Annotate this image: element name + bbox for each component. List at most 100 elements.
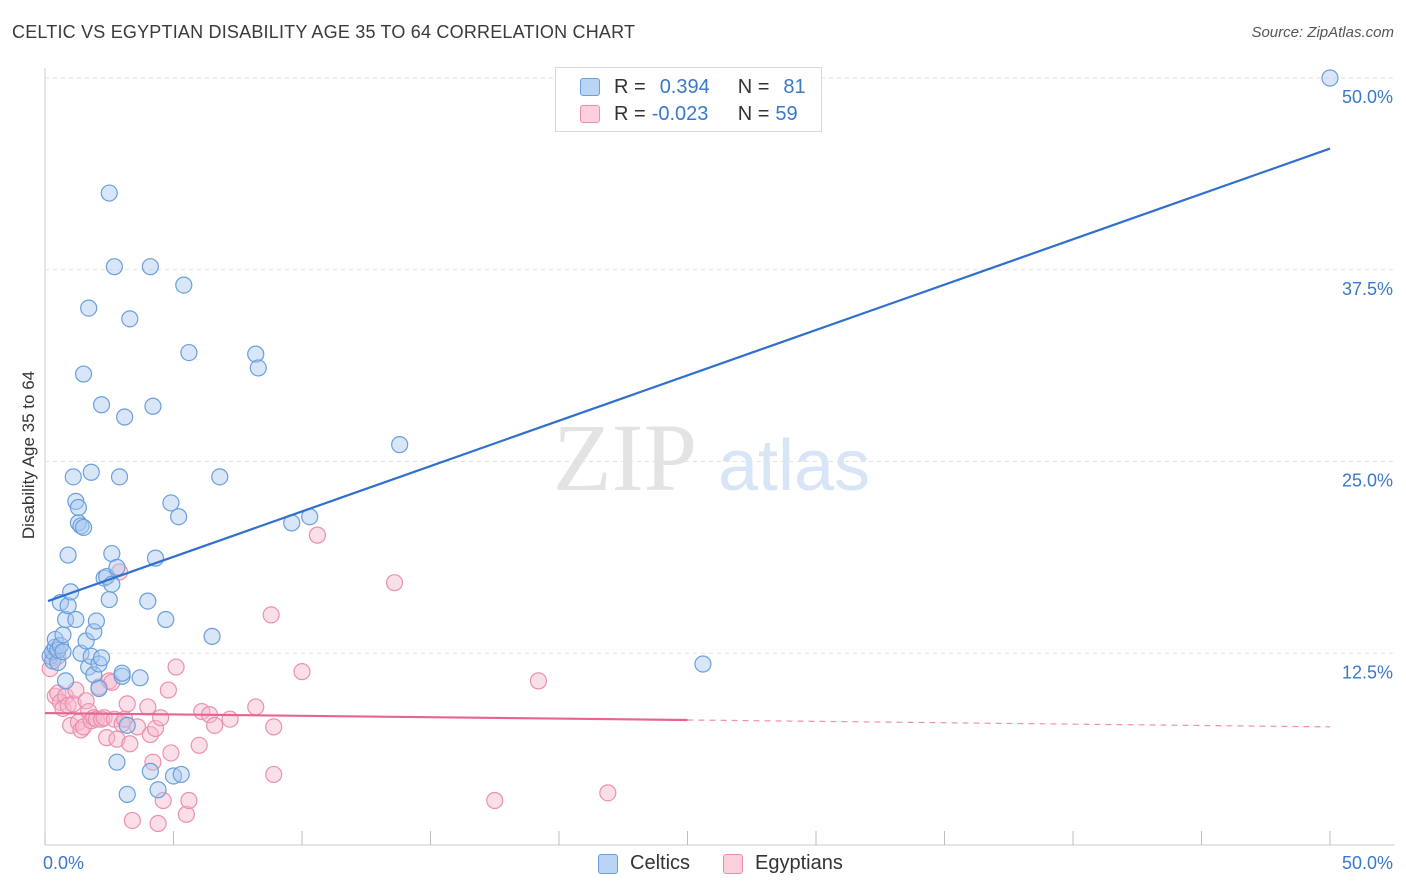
celtic-point [180, 343, 198, 362]
egyptian-point [190, 736, 208, 754]
egyptian-point [152, 709, 170, 727]
legend-row-celtic: R = 0.394 N = 81 [580, 75, 806, 99]
egyptian-point [385, 574, 404, 592]
celtic-point [694, 655, 712, 673]
celtic-point [144, 397, 162, 415]
celtic-point [105, 258, 123, 276]
legend-swatch-egyptian [580, 105, 600, 123]
celtic-point [172, 765, 190, 784]
celtic-point [59, 546, 77, 564]
celtic-point [116, 408, 134, 426]
series-swatch-egyptians [723, 853, 743, 874]
celtic-point [247, 345, 265, 363]
egyptian-point [262, 606, 280, 624]
egyptian-point [108, 730, 126, 748]
watermark-atlas: atlas [718, 426, 870, 506]
celtic-point [118, 785, 136, 803]
celtic-point [108, 558, 126, 576]
egyptian-trendline-extension [687, 719, 1331, 728]
series-label-egyptians: Egyptians [755, 852, 843, 874]
celtic-point [100, 590, 118, 609]
celtic-point [54, 643, 72, 661]
legend-swatch-celtic [580, 78, 600, 96]
celtic-point [141, 258, 159, 276]
egyptian-point [123, 811, 141, 830]
watermark: ZIP atlas [553, 404, 870, 511]
celtic-point [157, 610, 175, 629]
egyptian-point [149, 814, 167, 833]
celtic-point [54, 626, 72, 644]
celtic-point [85, 623, 103, 641]
egyptian-point [159, 681, 177, 699]
celtic-point [49, 653, 67, 672]
celtic-point [74, 365, 93, 383]
egyptian-point [121, 735, 139, 753]
egyptian-point [180, 791, 198, 810]
celtic-point [141, 762, 159, 780]
series-legend-celtics: Celtics [598, 852, 690, 875]
celtic-point [203, 627, 221, 645]
celtic-point [131, 669, 149, 687]
celtic-point [67, 610, 85, 629]
egyptian-point [265, 718, 283, 736]
egyptian-point [154, 791, 172, 810]
egyptian-point [308, 526, 327, 544]
egyptian-point [139, 698, 157, 716]
celtic-point [1321, 69, 1339, 87]
series-swatch-celtics [598, 853, 618, 874]
y-axis-label: Disability Age 35 to 64 [19, 371, 38, 539]
x-tick-label: 0.0% [43, 853, 84, 873]
celtic-point [92, 649, 111, 667]
egyptian-point [486, 791, 504, 810]
legend-r-label: R = [614, 75, 646, 98]
legend-n-label: N = [737, 102, 770, 125]
celtic-point [100, 184, 118, 202]
celtic-point [62, 583, 80, 601]
celtic-point [170, 508, 188, 526]
celtic-point [249, 359, 267, 377]
celtic-point [69, 514, 88, 532]
celtic-point [162, 494, 180, 512]
watermark-zip: ZIP [553, 404, 697, 511]
celtic-point [74, 518, 93, 537]
egyptian-point [599, 784, 617, 802]
y-tick-label: 25.0% [1342, 471, 1393, 491]
celtic-point [59, 597, 77, 615]
celtic-point [92, 396, 111, 414]
chart-title: CELTIC VS EGYPTIAN DISABILITY AGE 35 TO … [12, 22, 636, 42]
egyptian-point [293, 663, 311, 681]
legend-row-egyptian: R = -0.023 N = 59 [580, 102, 798, 126]
legend-r-value: -0.023 [651, 102, 709, 125]
egyptian-point [177, 805, 195, 823]
egyptian-point [162, 744, 180, 762]
celtic-point [175, 276, 193, 294]
egyptian-point [77, 692, 95, 710]
celtic-point [82, 463, 100, 481]
celtic-point [139, 592, 157, 610]
egyptian-point [167, 658, 185, 676]
egyptian-trendline [44, 711, 688, 722]
celtic-point [121, 310, 139, 328]
x-tick-label: 50.0% [1342, 853, 1393, 873]
celtic-point [118, 716, 136, 734]
egyptian-point [146, 719, 165, 738]
celtic-point [108, 753, 126, 771]
series-legend-egyptians: Egyptians [723, 852, 843, 875]
celtic-point [69, 498, 88, 517]
celtic-point [64, 468, 82, 486]
celtic-point [391, 436, 409, 454]
egyptian-point [529, 672, 548, 690]
celtic-point [56, 672, 75, 690]
celtic-point [113, 664, 131, 682]
y-tick-label: 50.0% [1342, 87, 1393, 107]
egyptian-point [265, 765, 283, 784]
egyptian-point [118, 695, 136, 713]
legend-n-value: 59 [775, 102, 798, 125]
celtic-point [149, 781, 167, 799]
correlation-legend: R = 0.394 N = 81 R = -0.023 N = 59 [555, 67, 822, 132]
celtic-trendline [47, 147, 1331, 603]
egyptian-point [206, 716, 224, 734]
source-credit: Source: ZipAtlas.com [1251, 24, 1394, 41]
egyptian-point [221, 710, 239, 728]
